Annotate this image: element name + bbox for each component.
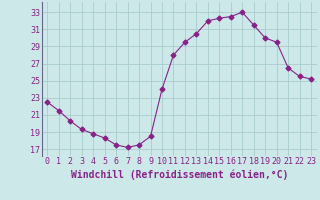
X-axis label: Windchill (Refroidissement éolien,°C): Windchill (Refroidissement éolien,°C) <box>70 169 288 180</box>
